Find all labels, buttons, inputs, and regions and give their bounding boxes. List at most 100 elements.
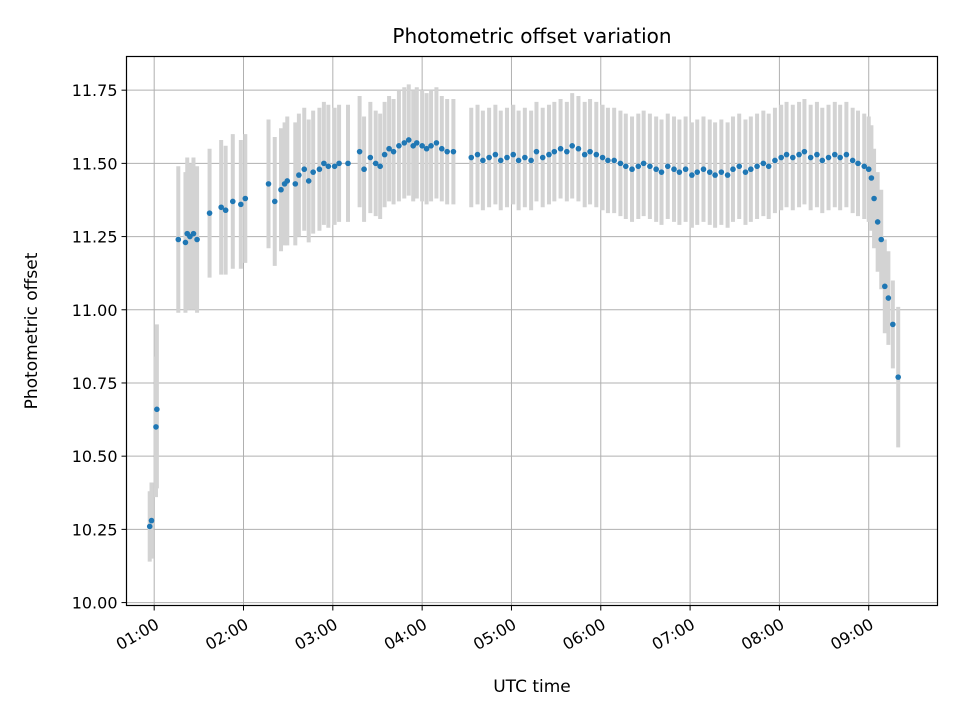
data-point bbox=[593, 151, 600, 158]
data-point bbox=[405, 137, 412, 143]
data-point bbox=[486, 154, 492, 161]
data-point bbox=[504, 154, 510, 161]
data-point bbox=[748, 166, 754, 173]
data-point bbox=[438, 145, 445, 152]
data-point bbox=[190, 230, 197, 237]
data-point bbox=[895, 374, 902, 380]
data-point bbox=[765, 163, 772, 170]
data-point bbox=[801, 148, 808, 155]
x-tick-label: 05:00 bbox=[470, 615, 519, 655]
data-point bbox=[292, 181, 299, 187]
data-point bbox=[689, 172, 695, 178]
data-point bbox=[861, 163, 868, 170]
y-tick-label: 10.50 bbox=[72, 447, 118, 466]
y-tick-label: 10.25 bbox=[72, 520, 118, 539]
y-tick-label: 10.00 bbox=[72, 594, 118, 613]
data-point bbox=[310, 169, 316, 175]
data-point bbox=[265, 181, 272, 187]
x-tick-label: 03:00 bbox=[291, 615, 340, 655]
data-point bbox=[581, 151, 588, 158]
data-point bbox=[783, 151, 790, 158]
data-point bbox=[796, 151, 802, 158]
data-point bbox=[736, 163, 743, 170]
data-point bbox=[664, 163, 671, 170]
data-point bbox=[271, 198, 278, 205]
data-point bbox=[837, 154, 843, 161]
data-point bbox=[539, 154, 546, 161]
data-point bbox=[238, 201, 244, 208]
data-point bbox=[849, 157, 856, 164]
data-point bbox=[605, 157, 611, 164]
data-point bbox=[825, 154, 832, 161]
data-point bbox=[855, 160, 861, 167]
y-tick-label: 11.50 bbox=[72, 154, 118, 173]
data-point bbox=[153, 424, 159, 430]
data-point bbox=[653, 166, 659, 173]
x-tick-label: 09:00 bbox=[827, 615, 876, 655]
data-point bbox=[564, 148, 570, 155]
data-point bbox=[599, 154, 606, 161]
data-point bbox=[468, 154, 475, 161]
data-point bbox=[284, 178, 291, 184]
data-point bbox=[175, 236, 182, 243]
data-point bbox=[772, 157, 778, 164]
data-point bbox=[278, 186, 284, 193]
data-point bbox=[423, 145, 430, 152]
data-point bbox=[433, 140, 440, 146]
data-point bbox=[296, 172, 302, 178]
data-point bbox=[865, 166, 872, 173]
data-point bbox=[871, 195, 877, 202]
x-tick-label: 06:00 bbox=[559, 615, 608, 655]
data-point bbox=[843, 151, 850, 158]
data-point bbox=[635, 163, 642, 170]
data-point bbox=[617, 160, 624, 167]
data-point bbox=[831, 151, 838, 158]
y-axis-title: Photometric offset bbox=[22, 252, 42, 409]
data-point bbox=[742, 169, 749, 175]
data-point bbox=[658, 169, 665, 175]
y-axis-ticks: 10.00 10.25 10.50 10.75 11.00 11.25 11.50 11.75 bbox=[72, 81, 127, 613]
data-point bbox=[381, 151, 388, 158]
data-point bbox=[356, 148, 363, 155]
data-point bbox=[182, 239, 189, 246]
data-point bbox=[474, 151, 481, 158]
data-point bbox=[325, 163, 332, 170]
x-axis-title: UTC time bbox=[493, 677, 571, 697]
data-point bbox=[401, 140, 408, 146]
x-tick-label: 04:00 bbox=[381, 615, 430, 655]
data-point bbox=[885, 295, 892, 301]
y-tick-label: 10.75 bbox=[72, 374, 118, 393]
data-point bbox=[206, 210, 213, 216]
data-point bbox=[694, 169, 701, 175]
y-tick-label: 11.00 bbox=[72, 301, 118, 320]
data-point bbox=[528, 157, 534, 164]
data-point bbox=[361, 166, 367, 173]
data-point bbox=[730, 166, 736, 173]
data-point bbox=[413, 140, 420, 146]
y-tick-label: 11.25 bbox=[72, 228, 118, 247]
data-point bbox=[611, 157, 617, 164]
data-point bbox=[718, 169, 725, 175]
data-point bbox=[622, 163, 629, 170]
data-point bbox=[882, 283, 888, 290]
data-point bbox=[218, 204, 224, 211]
data-point bbox=[557, 145, 564, 152]
x-tick-label: 02:00 bbox=[202, 615, 251, 655]
data-point bbox=[868, 175, 875, 181]
data-point bbox=[154, 406, 160, 413]
data-point bbox=[515, 157, 522, 164]
data-point bbox=[497, 157, 504, 164]
data-point bbox=[345, 160, 351, 167]
data-point bbox=[671, 166, 677, 173]
data-point bbox=[682, 166, 689, 173]
data-point bbox=[428, 143, 434, 149]
data-point bbox=[522, 154, 528, 161]
data-point bbox=[760, 160, 767, 167]
data-point bbox=[724, 172, 731, 178]
data-point bbox=[647, 163, 653, 170]
data-point bbox=[533, 148, 540, 155]
data-point bbox=[336, 160, 342, 167]
data-point bbox=[510, 151, 517, 158]
data-point bbox=[676, 169, 683, 175]
data-point bbox=[419, 143, 425, 149]
